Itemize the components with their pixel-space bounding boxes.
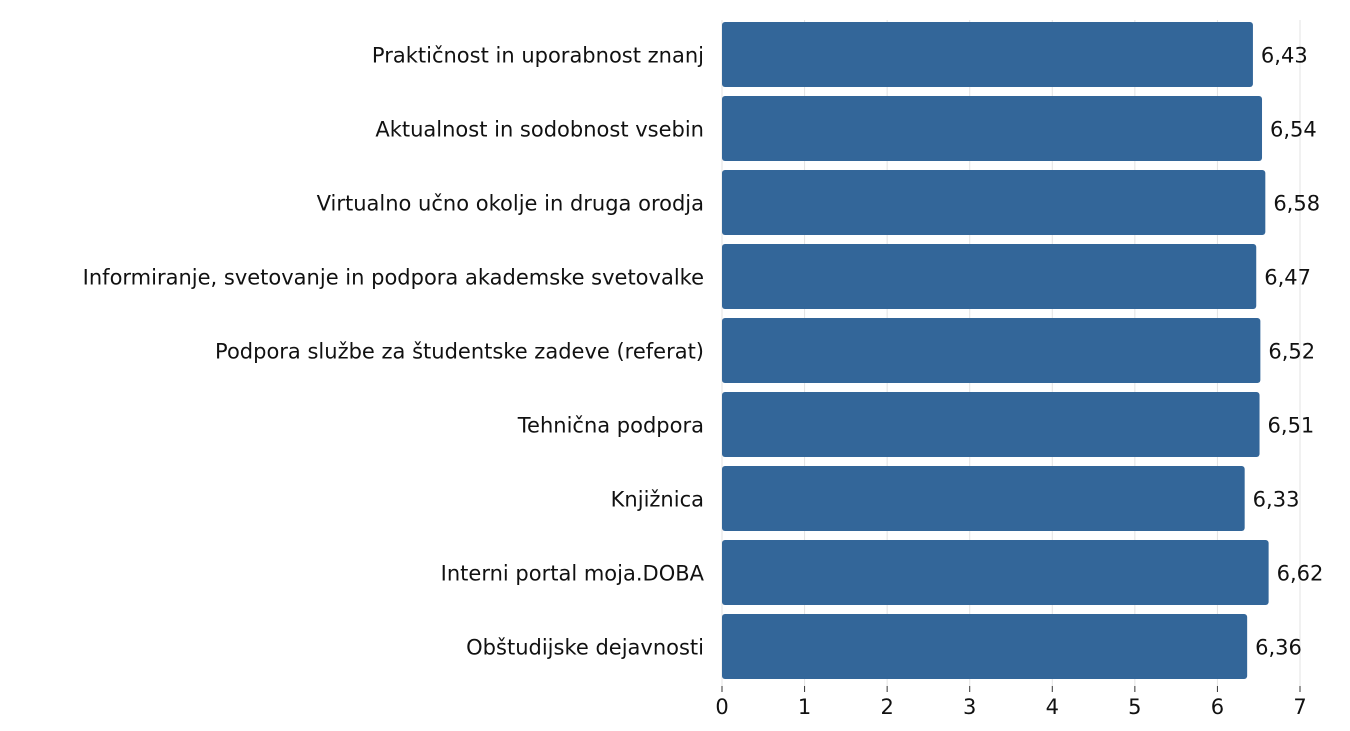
x-tick-label: 2 bbox=[880, 695, 893, 719]
bar bbox=[722, 244, 1257, 309]
value-labels: 6,43 6,54 6,58 6,47 6,52 6,51 6,33 6,62 6,36 bbox=[1253, 44, 1324, 660]
x-tick-label: 6 bbox=[1211, 695, 1224, 719]
bar bbox=[722, 540, 1269, 605]
data-label: 6,62 bbox=[1277, 562, 1324, 586]
category-label: Virtualno učno okolje in druga orodja bbox=[317, 192, 704, 216]
data-label: 6,36 bbox=[1255, 636, 1302, 660]
bar bbox=[722, 96, 1263, 161]
data-label: 6,54 bbox=[1270, 118, 1317, 142]
category-label: Interni portal moja.DOBA bbox=[441, 562, 705, 586]
category-label: Aktualnost in sodobnost vsebin bbox=[375, 118, 704, 142]
data-label: 6,47 bbox=[1264, 266, 1311, 290]
data-label: 6,51 bbox=[1268, 414, 1315, 438]
bar bbox=[722, 318, 1261, 383]
category-labels: Praktičnost in uporabnost znanj Aktualnos… bbox=[83, 44, 705, 660]
x-axis: 0 1 2 3 4 5 6 7 bbox=[715, 686, 1307, 719]
category-label: Podpora službe za študentske zadeve (ref… bbox=[215, 340, 704, 364]
x-tick-label: 4 bbox=[1046, 695, 1059, 719]
bar bbox=[722, 466, 1245, 531]
bar bbox=[722, 392, 1260, 457]
x-tick-label: 3 bbox=[963, 695, 976, 719]
x-tick-label: 0 bbox=[715, 695, 728, 719]
bar bbox=[722, 170, 1266, 235]
bar bbox=[722, 22, 1253, 87]
category-label: Tehnična podpora bbox=[517, 414, 704, 438]
data-label: 6,58 bbox=[1273, 192, 1320, 216]
x-tick-label: 5 bbox=[1128, 695, 1141, 719]
bars bbox=[722, 22, 1269, 679]
bar bbox=[722, 614, 1248, 679]
data-label: 6,43 bbox=[1261, 44, 1308, 68]
data-label: 6,33 bbox=[1253, 488, 1300, 512]
category-label: Obštudijske dejavnosti bbox=[466, 636, 704, 660]
category-label: Praktičnost in uporabnost znanj bbox=[372, 44, 704, 68]
category-label: Knjižnica bbox=[611, 488, 704, 512]
category-label: Informiranje, svetovanje in podpora akad… bbox=[83, 266, 704, 290]
x-tick-label: 1 bbox=[798, 695, 811, 719]
x-tick-label: 7 bbox=[1293, 695, 1306, 719]
data-label: 6,52 bbox=[1268, 340, 1315, 364]
